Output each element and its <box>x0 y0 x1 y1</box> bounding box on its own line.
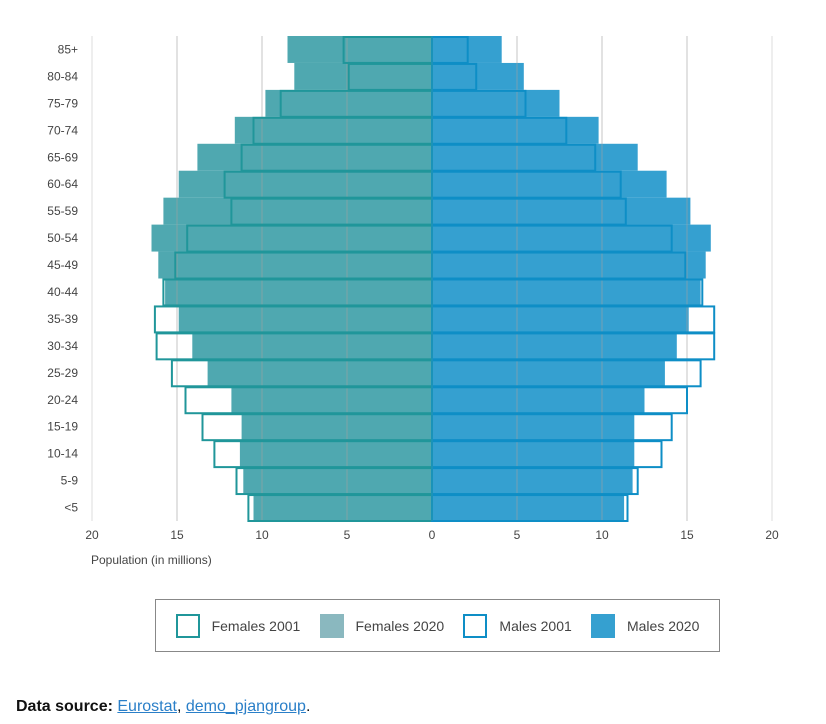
data-source: Data source: Eurostat, demo_pjangroup. <box>16 698 310 716</box>
y-tick-label: 60-64 <box>47 177 78 191</box>
bar-females-2020 <box>165 278 432 306</box>
bar-males-2020 <box>432 170 667 198</box>
bar-females-2020 <box>265 89 432 117</box>
dataset-link[interactable]: demo_pjangroup <box>185 698 306 715</box>
bar-females-2020 <box>163 197 432 225</box>
y-tick-label: 55-59 <box>47 204 78 218</box>
legend-item-males-2020: Males 2020 <box>590 613 700 638</box>
legend-label: Males 2020 <box>626 617 700 634</box>
bar-females-2020 <box>178 170 432 198</box>
legend: Females 2001 Females 2020 Males 2001 Mal… <box>155 599 720 652</box>
bar-males-2020 <box>432 413 635 441</box>
bar-females-2020 <box>234 116 432 144</box>
bar-females-2020 <box>294 62 432 90</box>
bar-males-2020 <box>432 359 665 387</box>
y-tick-label: 80-84 <box>47 69 78 83</box>
x-axis-label: Population (in millions) <box>91 553 212 567</box>
bar-males-2020 <box>432 494 625 521</box>
y-tick-label: 35-39 <box>47 312 78 326</box>
y-tick-label: 40-44 <box>47 285 78 299</box>
y-tick-label: 15-19 <box>47 420 78 434</box>
bar-males-2020 <box>432 224 711 252</box>
bar-females-2020 <box>207 359 432 387</box>
bar-males-2020 <box>432 278 701 306</box>
legend-swatch <box>319 613 344 638</box>
y-tick-label: 85+ <box>58 42 78 56</box>
eurostat-link[interactable]: Eurostat <box>117 698 177 715</box>
bar-males-2020 <box>432 251 706 279</box>
source-prefix: Data source: <box>16 698 118 715</box>
y-tick-label: <5 <box>64 501 78 515</box>
bar-males-2020 <box>432 89 560 117</box>
bar-males-2020 <box>432 116 599 144</box>
bar-females-2020 <box>192 332 432 360</box>
bar-females-2020 <box>287 36 432 63</box>
bar-females-2020 <box>151 224 432 252</box>
bar-females-2020 <box>243 467 432 495</box>
bar-males-2020 <box>432 305 689 333</box>
legend-label: Females 2001 <box>211 617 301 634</box>
legend-swatch <box>590 613 615 638</box>
bar-females-2020 <box>197 143 432 171</box>
legend-item-males-2001: Males 2001 <box>463 613 572 638</box>
bar-males-2020 <box>432 197 691 225</box>
x-tick-label: 5 <box>344 528 351 542</box>
bar-females-2020 <box>158 251 433 279</box>
legend-label: Females 2020 <box>355 617 445 634</box>
source-suffix: . <box>305 698 311 715</box>
y-tick-label: 65-69 <box>47 150 78 164</box>
legend-swatch <box>175 613 200 638</box>
y-tick-label: 20-24 <box>47 393 78 407</box>
y-tick-label: 70-74 <box>47 123 78 137</box>
y-tick-label: 75-79 <box>47 96 78 110</box>
bar-males-2020 <box>432 467 633 495</box>
bar-females-2020 <box>241 413 432 441</box>
population-pyramid-chart: 85+ 80-84 75-79 70-74 65-69 60-64 55-59 50-54 45… <box>47 36 779 567</box>
x-tick-label: 0 <box>429 528 436 542</box>
x-tick-label: 10 <box>255 528 269 542</box>
bar-males-2020 <box>432 62 524 90</box>
y-tick-label: 45-49 <box>47 258 78 272</box>
bar-males-2020 <box>432 386 645 414</box>
x-tick-label: 5 <box>514 528 521 542</box>
y-tick-label: 25-29 <box>47 366 78 380</box>
y-tick-label: 50-54 <box>47 231 78 245</box>
x-tick-label: 15 <box>170 528 184 542</box>
bar-males-2020 <box>432 143 638 171</box>
y-tick-label: 10-14 <box>47 447 78 461</box>
x-tick-label: 10 <box>595 528 609 542</box>
bar-females-2020 <box>253 494 432 521</box>
bar-females-2020 <box>178 305 432 333</box>
bar-females-2020 <box>231 386 432 414</box>
source-separator: , <box>176 698 186 715</box>
bar-males-2020 <box>432 440 635 468</box>
bar-males-2020 <box>432 332 677 360</box>
x-tick-label: 15 <box>680 528 694 542</box>
legend-swatch <box>463 613 488 638</box>
y-tick-label: 30-34 <box>47 339 78 353</box>
x-tick-label: 20 <box>85 528 99 542</box>
legend-label: Males 2001 <box>499 617 572 634</box>
x-tick-label: 20 <box>765 528 779 542</box>
legend-item-females-2001: Females 2001 <box>175 613 301 638</box>
legend-item-females-2020: Females 2020 <box>319 613 445 638</box>
bar-females-2020 <box>239 440 432 468</box>
y-tick-label: 5-9 <box>61 474 79 488</box>
